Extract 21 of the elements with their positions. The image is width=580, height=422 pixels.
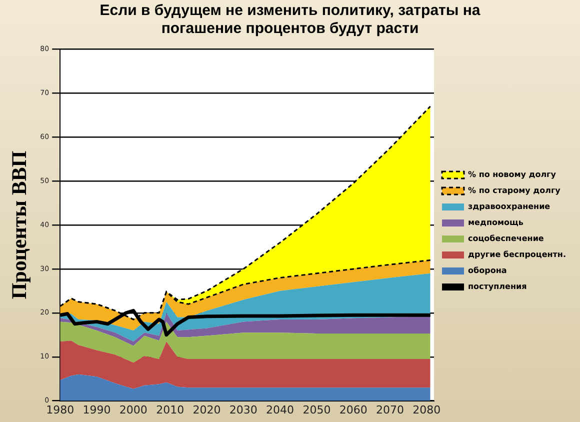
x-tick-label: 2040 — [266, 403, 294, 416]
legend-label: % по старому долгу — [468, 186, 562, 196]
x-tick-label: 2060 — [339, 403, 368, 416]
y-axis-title: Проценты ВВП — [7, 150, 32, 300]
legend-label: здравоохранение — [468, 202, 551, 212]
x-tick-label: 2080 — [412, 403, 441, 416]
legend-label: поступления — [468, 282, 527, 292]
chart-title: Если в будущем не изменить политику, затраты на погашение процентов будут расти — [98, 1, 482, 39]
legend-label: % по новому долгу — [468, 170, 557, 180]
legend-label: медпомощь — [468, 218, 524, 228]
legend-label: соцобеспечение — [468, 234, 544, 244]
x-tick-label: 2000 — [119, 403, 148, 416]
legend-label: оборона — [468, 266, 507, 276]
legend-label: другие беспроцентн. — [468, 250, 566, 260]
x-tick-label: 1980 — [46, 403, 74, 416]
x-tick-label: 2050 — [302, 403, 331, 416]
x-tick-label: 2070 — [376, 403, 404, 416]
x-tick-label: 2030 — [229, 403, 258, 416]
x-tick-label: 1990 — [82, 403, 111, 416]
x-tick-label: 2010 — [156, 403, 184, 416]
x-tick-label: 2020 — [192, 403, 221, 416]
